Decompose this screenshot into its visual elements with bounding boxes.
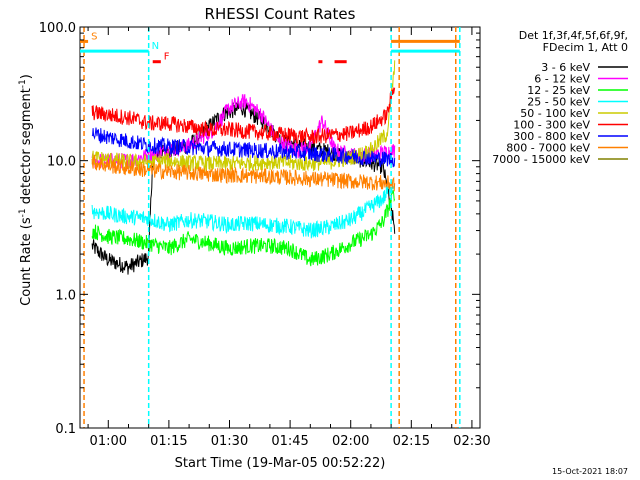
x-axis-label: Start Time (19-Mar-05 00:52:22) xyxy=(175,456,386,471)
legend-entry-label: 50 - 100 keV xyxy=(520,107,590,120)
series-line xyxy=(91,127,396,168)
legend-entry-label: 7000 - 15000 keV xyxy=(492,153,590,166)
plot-frame xyxy=(79,26,481,429)
legend-entry-label: 6 - 12 keV xyxy=(534,73,590,86)
y-tick-label: 10.0 xyxy=(47,155,76,170)
series-line xyxy=(91,190,396,267)
y-axis: 0.1 1.0 10.0 100.0 xyxy=(39,21,480,437)
series-line xyxy=(91,154,396,192)
x-axis: 01:00 01:15 01:30 01:45 02:00 02:15 02:30 xyxy=(87,27,491,449)
y-axis-label-main: Count Rate (s xyxy=(19,217,34,306)
chart-title: RHESSI Count Rates xyxy=(205,5,356,23)
footer-date: 15-Oct-2021 18:07 xyxy=(552,467,628,476)
legend-entry-label: 3 - 6 keV xyxy=(541,61,590,74)
series-line xyxy=(91,183,395,239)
y-tick-label: 1.0 xyxy=(55,288,76,303)
series-line xyxy=(91,87,396,145)
flag-label: S xyxy=(91,31,97,42)
y-tick-label: 0.1 xyxy=(55,422,76,437)
legend-entry-label: 100 - 300 keV xyxy=(513,119,590,132)
x-tick-label: 01:00 xyxy=(90,434,127,449)
legend-entry-label: 800 - 7000 keV xyxy=(506,142,590,155)
y-tick-label: 100.0 xyxy=(39,21,76,36)
x-tick-label: 02:00 xyxy=(332,434,369,449)
legend-header-line1: Det 1f,3f,4f,5f,6f,9f, xyxy=(519,29,628,42)
x-tick-label: 02:30 xyxy=(453,434,490,449)
y-axis-label-sup2: -1 xyxy=(18,79,28,88)
legend-entry-label: 300 - 800 keV xyxy=(513,130,590,143)
x-tick-label: 02:15 xyxy=(393,434,430,449)
series-line xyxy=(91,60,396,172)
legend-header-line2: FDecim 1, Att 0 xyxy=(543,41,628,54)
legend: Det 1f,3f,4f,5f,6f,9f, FDecim 1, Att 0 3… xyxy=(492,29,628,166)
y-axis-label-mid: detector segment xyxy=(19,88,34,208)
legend-entry-label: 12 - 25 keV xyxy=(527,84,590,97)
y-axis-label: Count Rate (s-1 detector segment-1) xyxy=(18,74,34,306)
flag-label: N xyxy=(152,41,159,52)
flag-label: F xyxy=(164,52,170,63)
x-tick-label: 01:45 xyxy=(271,434,308,449)
y-axis-label-end: ) xyxy=(19,74,34,79)
x-tick-label: 01:30 xyxy=(211,434,248,449)
plot-area: S NF xyxy=(79,26,481,429)
x-tick-label: 01:15 xyxy=(150,434,187,449)
y-axis-label-sup1: -1 xyxy=(18,208,28,217)
legend-entry-label: 25 - 50 keV xyxy=(527,96,590,109)
